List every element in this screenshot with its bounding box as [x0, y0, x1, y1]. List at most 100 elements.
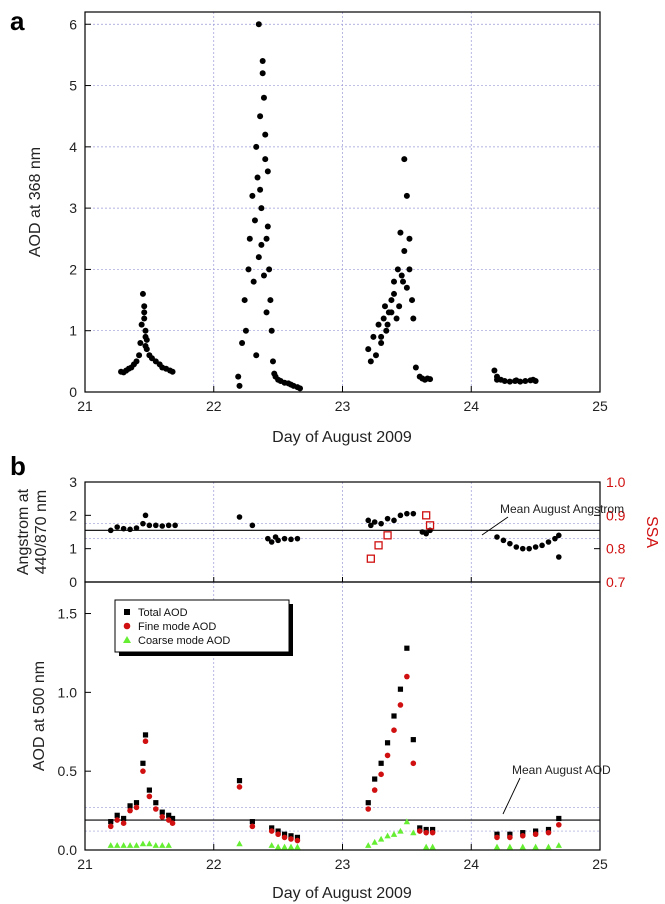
bt-y2tick-label: 0.9	[606, 507, 626, 523]
fine-aod-point	[404, 673, 410, 680]
total-aod-point	[397, 686, 404, 692]
fine-aod-point	[556, 821, 562, 828]
bt-angstrom-point	[107, 527, 114, 534]
coarse-aod-point	[126, 842, 134, 848]
bt-angstrom-point	[397, 512, 404, 519]
bt-y2tick-label: 0.8	[606, 541, 626, 557]
bt-angstrom-point	[384, 515, 391, 522]
a-point	[406, 235, 413, 242]
coarse-aod-point	[493, 843, 501, 850]
a-point	[236, 382, 243, 389]
coarse-aod-point	[397, 827, 404, 834]
coarse-aod-point	[133, 842, 140, 848]
fine-aod-point	[169, 820, 176, 826]
bt-angstrom-point	[142, 512, 149, 519]
legend: Total AOD Fine mode AOD Coarse mode AOD	[114, 599, 293, 656]
legend-label-coarse: Coarse mode AOD	[138, 635, 230, 647]
total-aod-point	[430, 826, 436, 833]
fine-aod-point	[249, 823, 256, 830]
coarse-aod-point	[555, 842, 562, 848]
bb-xtick-label: 22	[206, 856, 222, 872]
a-ytick-label: 4	[69, 139, 77, 155]
bt-angstrom-point	[288, 536, 294, 543]
fine-aod-point	[365, 806, 372, 812]
bt-angstrom-point	[146, 522, 153, 529]
bt-angstrom-point	[265, 535, 271, 542]
bb-xtick-label: 24	[463, 856, 479, 872]
total-aod-point	[288, 833, 294, 839]
coarse-aod-point	[113, 842, 121, 848]
a-point	[143, 336, 150, 343]
total-aod-point	[142, 732, 149, 738]
coarse-aod-point	[545, 843, 552, 850]
total-aod-point	[556, 815, 562, 822]
panel-a-points	[118, 21, 539, 392]
a-point	[403, 284, 410, 291]
a-point	[138, 321, 145, 328]
bt-angstrom-point	[172, 522, 178, 529]
panel-a-ylabel: AOD at 368 nm	[27, 147, 44, 257]
fine-aod-point	[507, 834, 513, 841]
a-point	[139, 290, 146, 297]
bt-angstrom-point	[526, 545, 532, 552]
a-point	[388, 309, 395, 316]
bt-angstrom-point	[423, 530, 429, 537]
a-point	[297, 385, 304, 392]
a-point	[370, 333, 377, 340]
bt-ssa-point	[374, 541, 383, 550]
fine-aod-point	[519, 833, 526, 839]
fine-aod-point	[371, 787, 378, 793]
total-aod-point	[108, 819, 114, 825]
a-point	[254, 174, 261, 181]
bt-angstrom-point	[294, 535, 301, 542]
coarse-aod-point	[384, 832, 391, 839]
bb-xtick-label: 23	[335, 856, 351, 872]
a-point	[251, 217, 258, 224]
a-point	[245, 266, 252, 273]
total-aod-point	[159, 809, 165, 815]
bt-ytick-label: 2	[69, 507, 77, 523]
a-point	[255, 254, 262, 261]
a-point	[266, 266, 273, 273]
bt-angstrom-point	[249, 522, 256, 529]
bt-angstrom-point	[268, 539, 275, 545]
bt-angstrom-point	[556, 554, 562, 560]
bt-ssa-point	[422, 511, 431, 520]
fine-aod-point	[545, 829, 552, 836]
a-point	[506, 378, 513, 385]
coarse-aod-point	[294, 843, 301, 850]
a-point	[391, 278, 397, 285]
mean-aod-arrow	[502, 777, 521, 815]
a-point	[365, 346, 372, 353]
a-ytick-label: 6	[69, 16, 77, 32]
a-point	[141, 309, 148, 316]
a-point	[406, 266, 413, 273]
total-aod-point	[133, 800, 140, 806]
a-point	[400, 278, 407, 285]
a-point	[378, 333, 385, 340]
fine-aod-point	[423, 829, 429, 836]
a-point	[249, 192, 256, 199]
coarse-aod-point	[159, 842, 166, 848]
a-point	[398, 272, 405, 279]
panel-a-grid	[85, 12, 600, 392]
a-point	[264, 168, 271, 175]
bt-angstrom-point	[410, 510, 417, 517]
bt-angstrom-point	[552, 535, 558, 542]
fine-aod-point	[281, 834, 288, 841]
total-aod-point	[127, 803, 133, 809]
total-aod-point	[417, 825, 423, 831]
total-aod-point	[169, 815, 176, 822]
fine-aod-point	[410, 760, 417, 767]
total-aod-point	[372, 776, 378, 782]
a-point	[137, 339, 144, 346]
a-point	[427, 376, 434, 383]
total-aod-point	[140, 760, 146, 766]
a-point	[235, 373, 242, 380]
panel-b-top-y2label: SSA	[643, 516, 660, 548]
total-aod-point	[153, 800, 159, 806]
panel-b-top-ylabel-line2: 440/870 nm	[33, 490, 50, 575]
total-aod-point	[114, 812, 120, 818]
fine-aod-point	[153, 806, 159, 812]
